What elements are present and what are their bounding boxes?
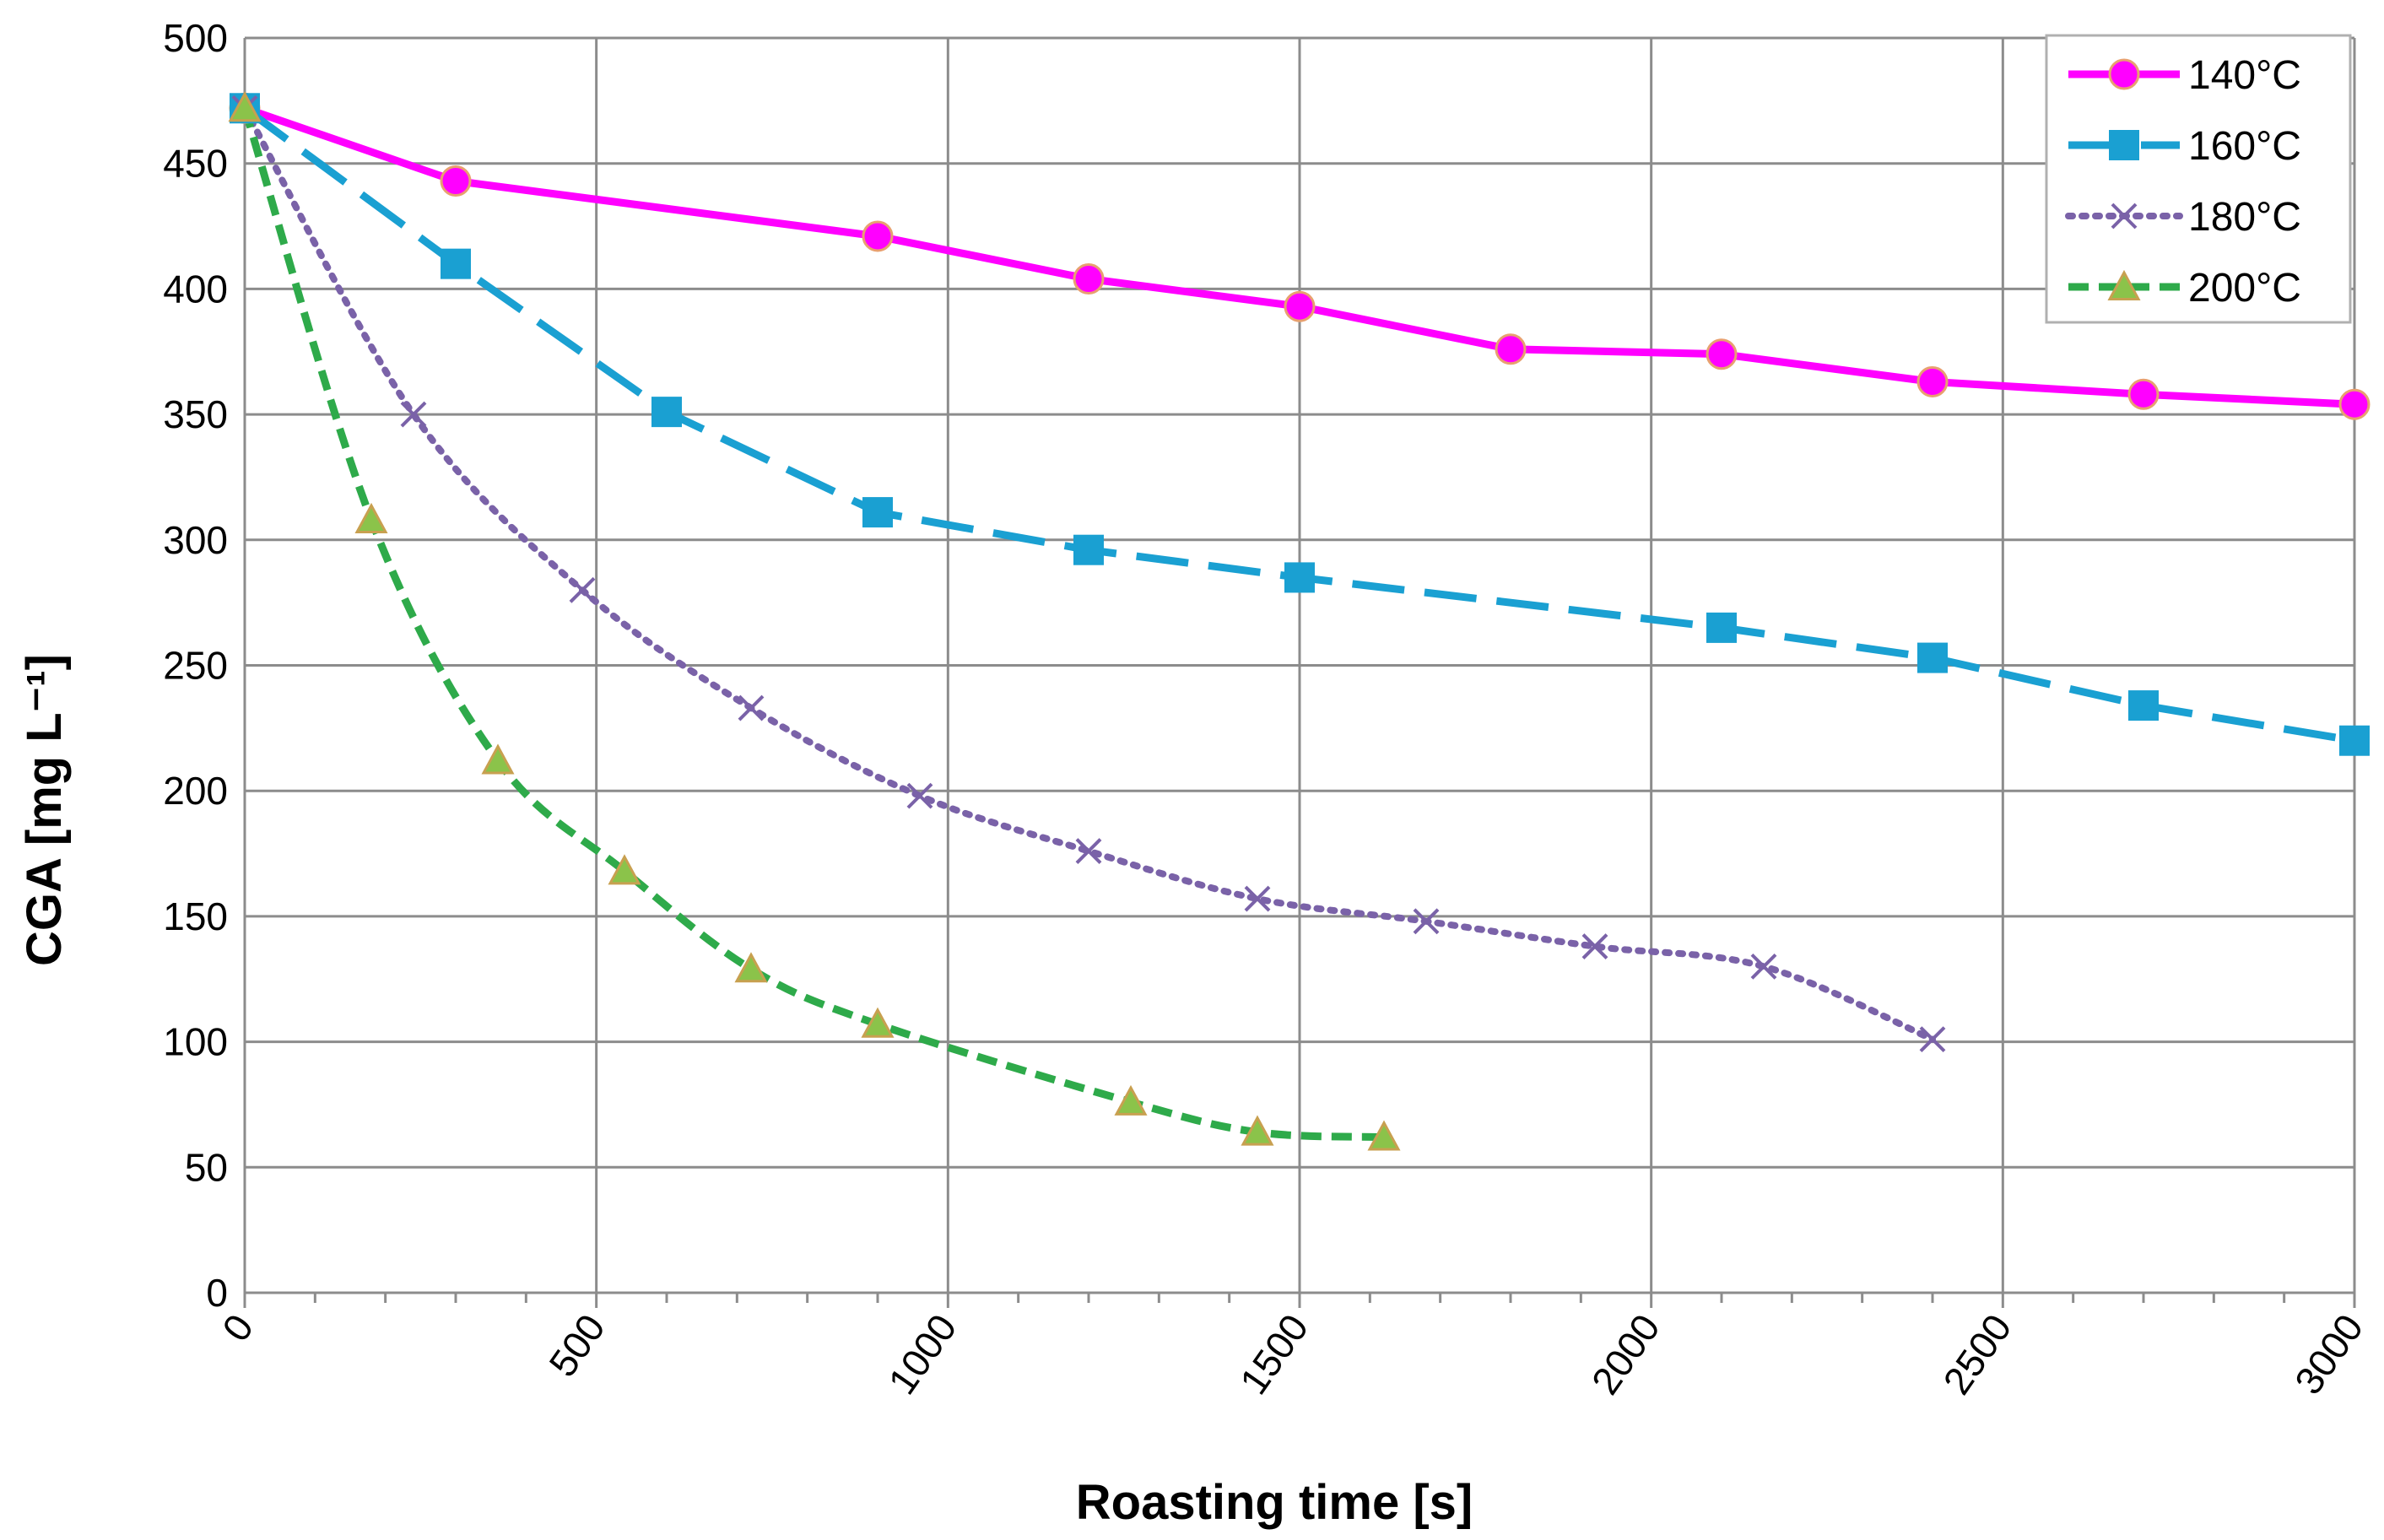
series-line-2 (241, 105, 1936, 1043)
data-point-series-0-point-3 (1073, 263, 1105, 295)
data-point-series-2-point-5 (1075, 838, 1102, 864)
data-point-series-1-point-6 (1706, 612, 1737, 643)
data-point-series-3-point-8 (1367, 1120, 1401, 1151)
data-point-series-0-point-1 (440, 165, 472, 197)
data-point-series-1-point-1 (441, 248, 471, 279)
x-tick-label: 500 (540, 1306, 614, 1385)
x-tick-label: 0 (214, 1306, 262, 1349)
y-tick-label: 50 (185, 1145, 228, 1189)
y-tick-label: 150 (163, 894, 228, 938)
series-line-3 (241, 106, 1385, 1142)
x-tick-label: 3000 (2286, 1306, 2371, 1402)
data-point-series-2-point-6 (1244, 885, 1271, 912)
y-axis-title: CGA [mg L⁻¹] (17, 654, 72, 966)
y-tick-label: 350 (163, 392, 228, 436)
x-tick-label: 1000 (879, 1306, 965, 1402)
y-tick-label: 300 (163, 518, 228, 562)
data-point-series-2-point-3 (738, 694, 765, 721)
series-markers (228, 91, 2370, 1151)
x-tick-label: 2000 (1583, 1306, 1668, 1402)
y-tick-label: 500 (163, 16, 228, 60)
y-tick-label: 0 (206, 1271, 228, 1315)
data-point-series-2-point-10 (1919, 1026, 1946, 1053)
x-axis-title: Roasting time [s] (1076, 1475, 1473, 1530)
data-point-series-1-point-9 (2339, 725, 2370, 756)
data-point-series-3-point-6 (1114, 1084, 1148, 1116)
data-point-series-3-point-4 (734, 952, 768, 983)
data-point-series-2-point-8 (1581, 933, 1608, 960)
grid (243, 36, 2356, 1294)
y-tick-label: 100 (163, 1020, 228, 1064)
data-point-series-1-point-3 (862, 497, 893, 528)
data-point-series-0-point-6 (1706, 338, 1738, 370)
legend-box (2045, 34, 2352, 324)
legend: 140°C 160°C 180°C 200°C (2045, 34, 2352, 324)
data-point-series-1-point-7 (1917, 642, 1948, 673)
data-point-series-0-point-4 (1284, 290, 1316, 322)
series-line-1 (242, 105, 2355, 745)
data-point-series-1-point-5 (1284, 562, 1315, 593)
legend-marker-3 (2107, 269, 2141, 300)
x-tick-label: 1500 (1231, 1306, 1316, 1402)
data-point-series-3-point-1 (354, 502, 388, 533)
data-point-series-2-point-2 (569, 576, 596, 603)
y-tick-label: 450 (163, 142, 228, 186)
tick-labels: 0 50 100 150 200 250 300 350 400 450 500 0 500 1000 15… (163, 16, 2371, 1402)
legend-marker-2 (2111, 203, 2138, 230)
data-point-series-0-point-5 (1495, 333, 1527, 365)
axes (243, 38, 2356, 1308)
data-point-series-2-point-4 (906, 782, 933, 809)
x-tick-label: 2500 (1934, 1306, 2019, 1402)
data-point-series-3-point-0 (228, 91, 262, 122)
y-tick-label: 400 (163, 267, 228, 311)
legend-marker-1 (2109, 130, 2139, 160)
legend-label-2: 180°C (2188, 195, 2301, 240)
data-point-series-1-point-2 (651, 397, 682, 428)
data-point-series-3-point-7 (1241, 1115, 1274, 1146)
data-point-series-2-point-9 (1750, 953, 1777, 980)
data-point-series-1-point-8 (2128, 690, 2159, 721)
legend-label-3: 200°C (2188, 266, 2301, 311)
data-point-series-0-point-8 (2127, 378, 2160, 410)
y-tick-label: 250 (163, 644, 228, 688)
data-point-series-0-point-9 (2338, 388, 2370, 420)
data-point-series-1-point-4 (1073, 534, 1104, 565)
data-point-series-3-point-2 (481, 743, 515, 775)
legend-label-0: 140°C (2188, 53, 2301, 98)
data-point-series-2-point-7 (1413, 908, 1440, 935)
series-line-0 (243, 105, 2355, 408)
data-point-series-0-point-7 (1916, 365, 1949, 397)
data-point-series-0-point-2 (862, 220, 894, 252)
legend-label-1: 160°C (2188, 124, 2301, 169)
data-point-series-3-point-5 (861, 1007, 895, 1038)
data-point-series-2-point-1 (400, 401, 427, 428)
legend-marker-0 (2108, 58, 2140, 90)
data-point-series-3-point-3 (608, 854, 641, 885)
y-tick-label: 200 (163, 769, 228, 813)
